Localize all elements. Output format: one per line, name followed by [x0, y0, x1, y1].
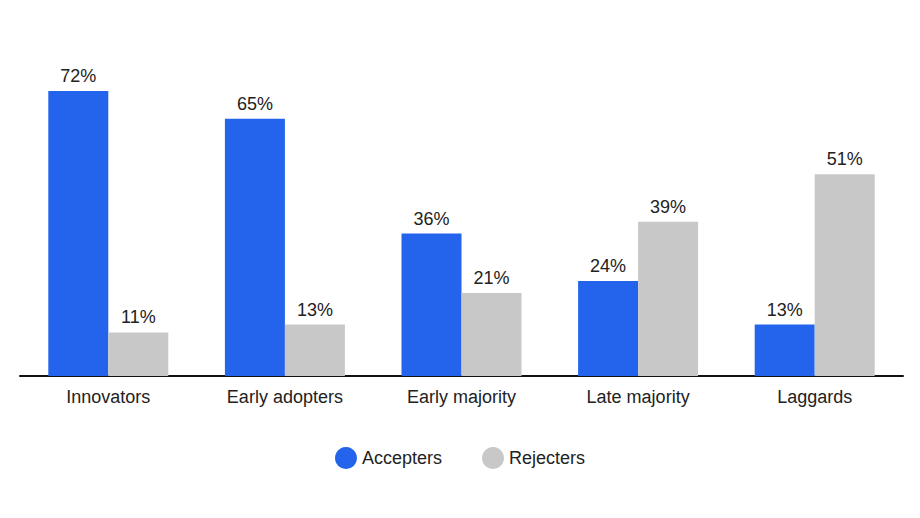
svg-text:Laggards: Laggards — [777, 387, 852, 407]
svg-text:Early majority: Early majority — [407, 387, 516, 407]
svg-text:Late majority: Late majority — [587, 387, 690, 407]
svg-text:39%: 39% — [650, 197, 686, 217]
svg-text:Accepters: Accepters — [362, 448, 442, 468]
svg-text:65%: 65% — [237, 94, 273, 114]
svg-text:11%: 11% — [121, 307, 156, 327]
svg-text:Innovators: Innovators — [66, 387, 150, 407]
svg-text:36%: 36% — [413, 209, 449, 229]
svg-text:13%: 13% — [297, 300, 333, 320]
svg-text:Rejecters: Rejecters — [509, 448, 585, 468]
svg-text:72%: 72% — [60, 66, 96, 86]
svg-text:21%: 21% — [473, 268, 509, 288]
svg-text:13%: 13% — [767, 300, 803, 320]
svg-text:24%: 24% — [590, 256, 626, 276]
svg-text:Early adopters: Early adopters — [227, 387, 343, 407]
svg-text:51%: 51% — [827, 149, 863, 169]
